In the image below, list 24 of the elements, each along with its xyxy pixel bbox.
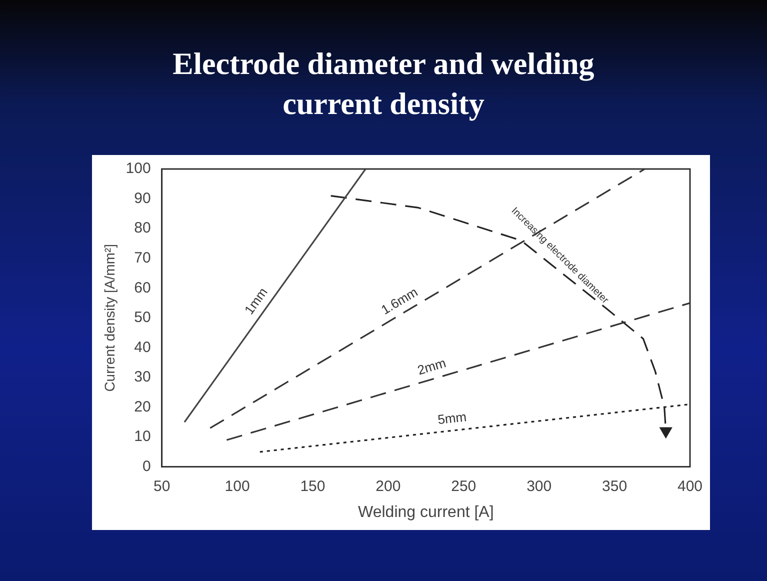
- x-tick-label: 200: [376, 478, 401, 495]
- y-tick-label: 30: [134, 368, 151, 386]
- x-tick-label: 100: [224, 478, 250, 495]
- y-tick-label: 0: [142, 458, 151, 475]
- y-tick-label: 60: [134, 279, 151, 296]
- y-tick-label: 80: [134, 220, 151, 237]
- y-axis-title: Current density [A/mm²]: [101, 244, 118, 392]
- y-tick-label: 20: [134, 398, 151, 416]
- x-tick-label: 400: [677, 478, 703, 495]
- x-tick-label: 250: [451, 478, 476, 495]
- x-tick-label: 300: [526, 478, 552, 495]
- x-axis-title: Welding current [A]: [358, 504, 494, 521]
- chart-title: Electrode diameter and welding current density: [172, 45, 596, 123]
- y-tick-label: 10: [134, 428, 151, 446]
- y-tick-label: 70: [134, 249, 151, 266]
- x-tick-label: 350: [602, 478, 628, 495]
- text: 2mm: [416, 355, 448, 378]
- y-tick-label: 100: [126, 160, 151, 178]
- x-tick-label: 50: [153, 478, 170, 495]
- y-tick-label: 90: [134, 190, 151, 207]
- y-tick-label: 40: [134, 338, 151, 356]
- x-tick-label: 150: [300, 478, 326, 495]
- y-tick-label: 50: [134, 309, 151, 326]
- text: 5mm: [436, 409, 468, 428]
